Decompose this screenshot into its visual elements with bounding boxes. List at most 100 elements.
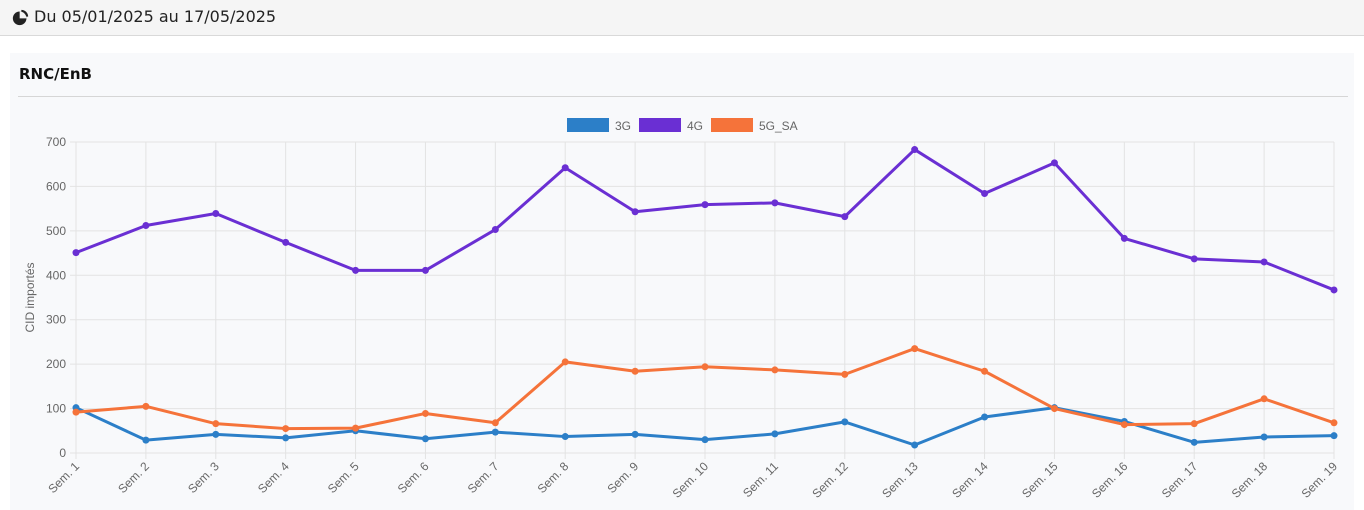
x-tick-label: Sem. 7 [465,459,502,496]
x-tick-label: Sem. 5 [325,459,362,496]
data-point[interactable] [771,430,779,438]
data-point[interactable] [142,402,150,410]
y-tick-label: 0 [59,446,66,460]
chart-grid [70,141,1335,459]
series-4G [72,146,1338,294]
legend-label: 4G [687,119,703,133]
data-point[interactable] [631,430,639,438]
data-point[interactable] [421,266,429,274]
panel-divider [18,96,1348,97]
x-tick-label: Sem. 3 [185,459,222,496]
data-point[interactable] [841,418,849,426]
data-point[interactable] [142,222,150,230]
data-point[interactable] [212,210,220,218]
x-tick-label: Sem. 12 [809,459,851,501]
x-tick-label: Sem. 13 [879,459,921,501]
x-tick-label: Sem. 15 [1019,459,1061,501]
x-tick-label: Sem. 4 [255,459,292,496]
data-point[interactable] [421,409,429,417]
data-point[interactable] [282,425,290,433]
data-point[interactable] [701,363,709,371]
legend-item-4G[interactable]: 4G [639,118,703,133]
x-tick-label: Sem. 8 [535,459,572,496]
data-point[interactable] [911,441,919,449]
x-tick-label: Sem. 14 [949,459,991,501]
x-tick-label: Sem. 17 [1159,459,1201,501]
y-axis-title: CID importés [23,262,37,332]
data-point[interactable] [1260,433,1268,441]
data-point[interactable] [771,199,779,207]
chart-legend: 3G 4G 5G_SA [567,118,798,133]
y-tick-label: 600 [46,179,66,193]
data-point[interactable] [1050,159,1058,167]
data-point[interactable] [491,428,499,436]
top-bar: Du 05/01/2025 au 17/05/2025 [0,0,1364,36]
data-point[interactable] [701,201,709,209]
data-point[interactable] [212,420,220,428]
data-point[interactable] [771,366,779,374]
data-point[interactable] [1260,258,1268,266]
legend-swatch [567,118,609,132]
data-point[interactable] [631,208,639,216]
data-point[interactable] [911,146,919,154]
data-point[interactable] [1120,421,1128,429]
y-axis-ticks: 0 100 200 300 400 500 600 700 [46,135,66,460]
x-tick-label: Sem. 1 [45,459,82,496]
data-point[interactable] [911,345,919,353]
x-tick-label: Sem. 10 [670,459,712,501]
data-point[interactable] [841,213,849,221]
y-tick-label: 700 [46,135,66,149]
data-point[interactable] [212,430,220,438]
data-point[interactable] [1120,234,1128,242]
data-point[interactable] [561,358,569,366]
y-tick-label: 100 [46,402,66,416]
data-point[interactable] [1260,395,1268,403]
chart-series [72,146,1338,449]
data-point[interactable] [561,164,569,172]
data-point[interactable] [491,226,499,234]
data-point[interactable] [491,419,499,427]
data-point[interactable] [981,190,989,198]
series-5G_SA [72,345,1338,433]
data-point[interactable] [631,367,639,375]
pie-chart-icon [12,9,29,26]
data-point[interactable] [841,370,849,378]
data-point[interactable] [701,436,709,444]
data-point[interactable] [1330,432,1338,440]
y-tick-label: 300 [46,313,66,327]
data-point[interactable] [1190,420,1198,428]
x-tick-label: Sem. 19 [1299,459,1341,501]
x-tick-label: Sem. 16 [1089,459,1131,501]
data-point[interactable] [352,266,360,274]
panel-title: RNC/EnB [19,65,92,83]
data-point[interactable] [1330,419,1338,427]
legend-label: 3G [615,119,631,133]
data-point[interactable] [1050,405,1058,413]
legend-label: 5G_SA [759,119,798,133]
data-point[interactable] [1330,286,1338,294]
legend-item-3G[interactable]: 3G [567,118,631,133]
legend-item-5G_SA[interactable]: 5G_SA [711,118,798,133]
data-point[interactable] [72,408,80,416]
data-point[interactable] [282,238,290,246]
legend-swatch [711,118,753,132]
data-point[interactable] [142,436,150,444]
date-range-label: Du 05/01/2025 au 17/05/2025 [34,7,277,26]
x-tick-label: Sem. 2 [115,459,152,496]
x-tick-label: Sem. 6 [395,459,432,496]
data-point[interactable] [352,424,360,432]
data-point[interactable] [981,367,989,375]
data-point[interactable] [282,434,290,442]
data-point[interactable] [1190,438,1198,446]
legend-swatch [639,118,681,132]
data-point[interactable] [421,435,429,443]
x-tick-label: Sem. 11 [740,459,781,500]
y-tick-label: 200 [46,357,66,371]
data-point[interactable] [1190,255,1198,263]
x-tick-label: Sem. 18 [1229,459,1271,501]
data-point[interactable] [981,413,989,421]
data-point[interactable] [72,249,80,257]
data-point[interactable] [561,433,569,441]
y-tick-label: 400 [46,268,66,282]
